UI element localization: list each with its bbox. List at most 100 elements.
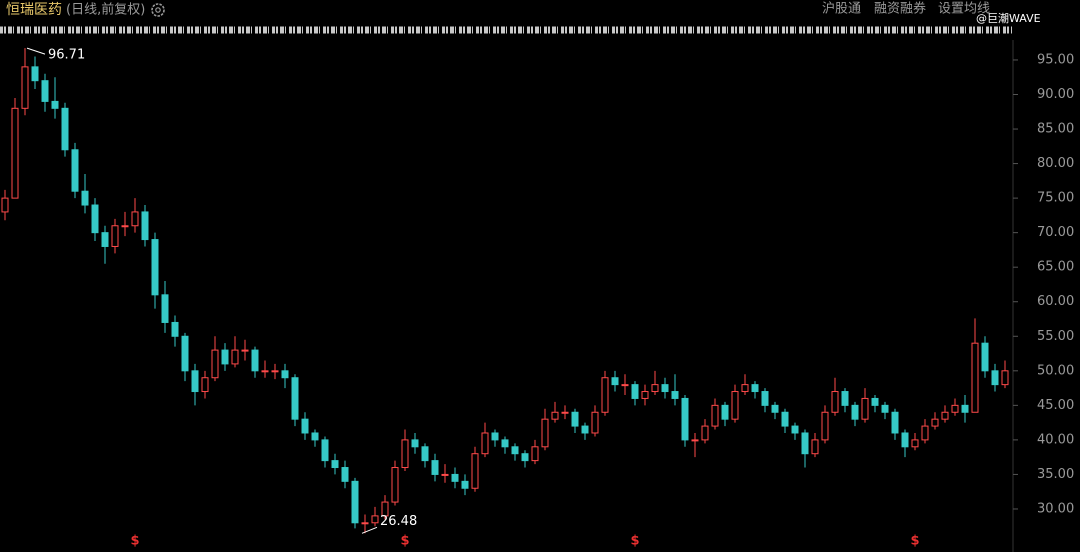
candle-body — [801, 432, 809, 455]
watermark: @巨潮WAVE — [976, 11, 1041, 25]
candle-body — [141, 211, 149, 241]
candle-body — [681, 397, 689, 441]
candle-body — [721, 404, 729, 420]
candle-body — [131, 211, 139, 227]
candle-body — [821, 411, 829, 441]
y-tick-label: 85.00 — [1037, 122, 1074, 137]
candle-body — [161, 294, 169, 323]
y-tick-label: 60.00 — [1037, 294, 1074, 309]
candle-body — [71, 149, 79, 192]
candle-body — [221, 349, 229, 365]
candle-body — [1001, 370, 1009, 386]
candle-body — [151, 239, 159, 296]
candle-body — [521, 453, 529, 462]
menu-item[interactable]: 设置均线 — [938, 2, 990, 17]
annotation: 96.71 — [48, 48, 85, 63]
candle-body — [791, 425, 799, 434]
candle-body — [101, 232, 109, 247]
y-tick-label: 65.00 — [1037, 260, 1074, 275]
candle-body — [421, 446, 429, 462]
event-marker: $ — [400, 534, 409, 549]
settings-icon[interactable] — [151, 3, 165, 17]
candle-body — [531, 446, 539, 462]
candle-body — [81, 190, 89, 206]
candle-body — [781, 411, 789, 427]
candle-body — [831, 391, 839, 413]
candle-body — [471, 453, 479, 489]
candle-body — [861, 397, 869, 420]
candle-body — [31, 66, 39, 82]
candle-body — [581, 425, 589, 434]
candle-body — [321, 439, 329, 462]
candle-body — [461, 480, 469, 489]
candle-body — [891, 411, 899, 434]
candle-body — [591, 411, 599, 434]
candle-body — [181, 335, 189, 372]
event-marker: $ — [630, 534, 639, 549]
annotation-arrow — [361, 526, 378, 534]
candle-body — [701, 425, 709, 441]
candle-body — [271, 370, 279, 373]
candle-body — [961, 404, 969, 413]
menu-item[interactable]: 融资融券 — [874, 1, 926, 17]
candle-body — [671, 391, 679, 399]
candle-body — [171, 321, 179, 337]
candle-body — [441, 473, 449, 476]
candle-body — [191, 370, 199, 393]
event-marker: $ — [910, 534, 919, 549]
menu-item[interactable]: 沪股通 — [822, 1, 861, 17]
candle-body — [731, 391, 739, 420]
candle-body — [741, 384, 749, 393]
stock-name: 恒瑞医药 — [6, 2, 62, 18]
candle-body — [481, 432, 489, 455]
candle-body — [51, 100, 59, 109]
annotation-arrow — [26, 47, 46, 55]
candle-body — [371, 515, 379, 524]
candle-body — [431, 460, 439, 475]
candle-body — [281, 370, 289, 379]
candle-body — [11, 107, 19, 199]
candle-body — [881, 404, 889, 413]
candle-body — [251, 349, 259, 372]
candle-body — [231, 349, 239, 365]
candle-body — [511, 446, 519, 455]
candle-body — [931, 418, 939, 427]
candle-body — [571, 411, 579, 427]
candle-body — [811, 439, 819, 455]
candle-body — [491, 432, 499, 441]
annotation: 26.48 — [380, 514, 417, 529]
candle-body — [61, 107, 69, 151]
y-tick-label: 75.00 — [1037, 191, 1074, 206]
chart-subtitle: (日线,前复权) — [66, 2, 145, 18]
candle-body — [911, 439, 919, 448]
candle-body — [851, 404, 859, 420]
candle-body — [201, 377, 209, 393]
candle-body — [391, 467, 399, 503]
y-tick-label: 70.00 — [1037, 225, 1074, 240]
candle-body — [361, 522, 369, 525]
candle-body — [621, 384, 629, 387]
candle-body — [451, 473, 459, 482]
candle-body — [771, 404, 779, 413]
candle-body — [411, 439, 419, 448]
y-tick-label: 30.00 — [1037, 501, 1074, 516]
candle-body — [501, 439, 509, 448]
y-tick-label: 50.00 — [1037, 363, 1074, 378]
candle-body — [941, 411, 949, 420]
y-tick-label: 95.00 — [1037, 52, 1074, 67]
candle-body — [981, 342, 989, 372]
y-tick-label: 35.00 — [1037, 467, 1074, 482]
candle-body — [691, 439, 699, 442]
candle-body — [91, 204, 99, 234]
candle-body — [971, 342, 979, 413]
candle-body — [351, 480, 359, 524]
candle-body — [951, 404, 959, 413]
candle-body — [561, 411, 569, 414]
candle-body — [551, 411, 559, 420]
candle-body — [291, 377, 299, 420]
candle-body — [301, 418, 309, 434]
candle-body — [311, 432, 319, 441]
candle-body — [641, 391, 649, 399]
candle-body — [381, 501, 389, 517]
